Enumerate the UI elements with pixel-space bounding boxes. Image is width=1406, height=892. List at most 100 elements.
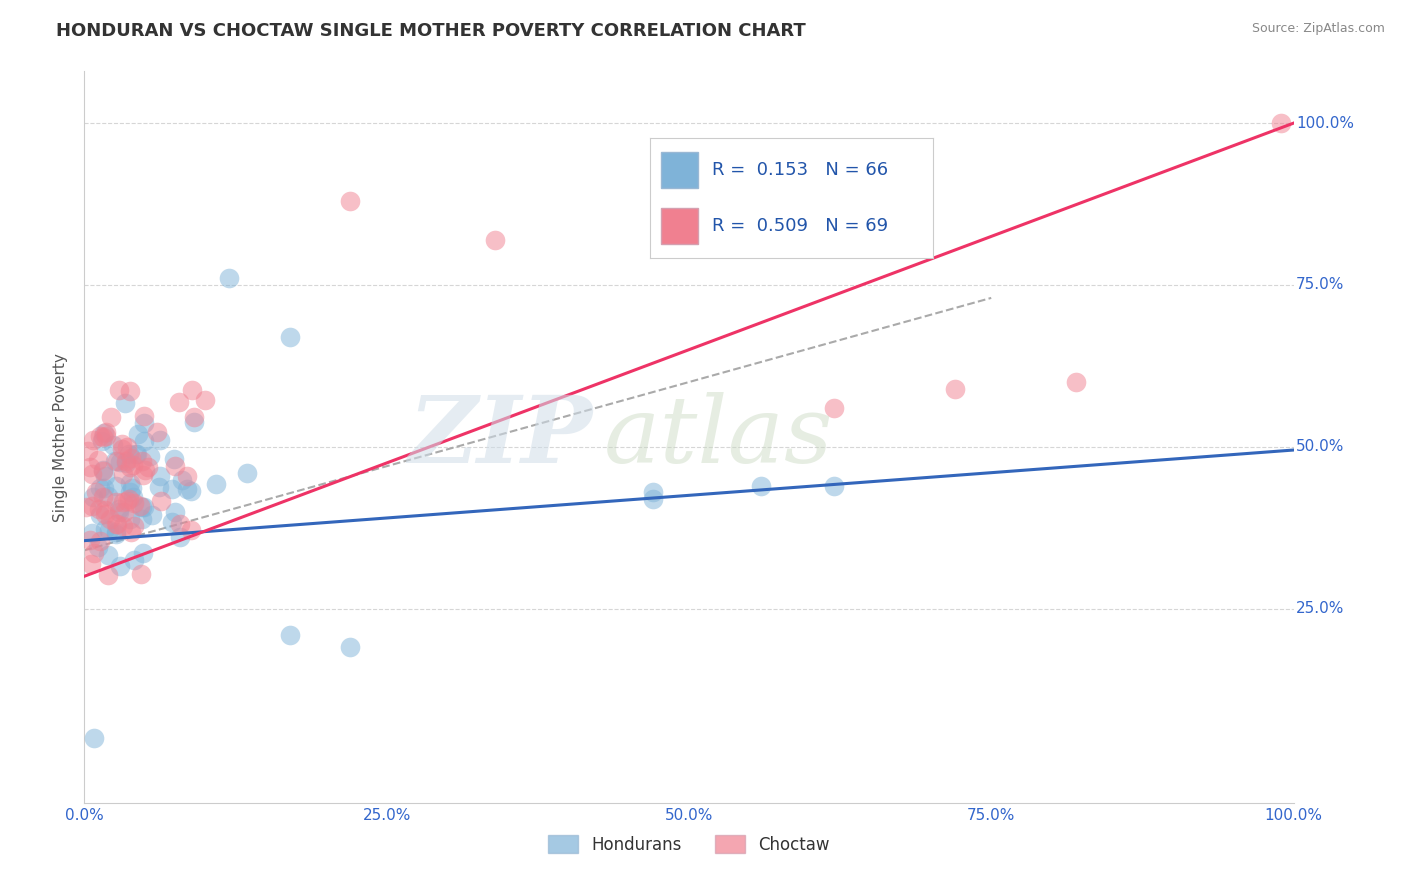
Point bbox=[82, 434, 104, 448]
Point bbox=[136, 459, 159, 474]
Point bbox=[127, 447, 149, 461]
Point bbox=[134, 434, 156, 449]
Point bbox=[172, 473, 194, 487]
Point bbox=[98, 523, 121, 537]
Point bbox=[84, 484, 107, 499]
Point bbox=[183, 409, 205, 424]
Point bbox=[146, 425, 169, 440]
Point bbox=[127, 427, 149, 442]
Point bbox=[134, 500, 156, 515]
Point bbox=[132, 468, 155, 483]
Point bbox=[149, 433, 172, 447]
Point bbox=[339, 640, 361, 655]
Point bbox=[131, 454, 153, 468]
Point bbox=[98, 512, 121, 526]
Point bbox=[105, 517, 128, 532]
Point bbox=[105, 517, 128, 532]
Point bbox=[121, 482, 143, 496]
Point bbox=[194, 393, 217, 408]
Point bbox=[82, 491, 104, 505]
Point bbox=[104, 479, 127, 493]
Point bbox=[114, 396, 136, 410]
Point bbox=[115, 440, 138, 454]
Point bbox=[125, 447, 148, 461]
Point bbox=[641, 485, 664, 500]
Point bbox=[97, 489, 120, 503]
Point bbox=[110, 442, 132, 456]
Point bbox=[104, 526, 127, 541]
Text: R =  0.153   N = 66: R = 0.153 N = 66 bbox=[711, 161, 889, 179]
Point bbox=[163, 505, 186, 519]
Point bbox=[169, 530, 191, 544]
Point bbox=[89, 534, 111, 549]
Point bbox=[93, 430, 115, 444]
Point bbox=[97, 568, 120, 582]
Point bbox=[100, 410, 122, 425]
Point bbox=[79, 533, 101, 547]
Point bbox=[83, 731, 105, 745]
Point bbox=[160, 516, 183, 530]
Point bbox=[205, 477, 228, 491]
Point bbox=[751, 478, 773, 492]
Point bbox=[93, 503, 115, 517]
Point bbox=[339, 194, 361, 208]
Point bbox=[122, 496, 145, 510]
Bar bbox=[661, 153, 697, 188]
Point bbox=[104, 454, 127, 468]
Point bbox=[93, 425, 115, 440]
Point bbox=[97, 548, 120, 562]
Point bbox=[93, 464, 115, 478]
Bar bbox=[661, 208, 697, 244]
Point bbox=[823, 478, 845, 492]
Point bbox=[823, 401, 845, 415]
Point bbox=[121, 458, 143, 472]
Point bbox=[148, 480, 170, 494]
Text: 75.0%: 75.0% bbox=[1296, 277, 1344, 293]
Point bbox=[115, 454, 138, 468]
Point bbox=[176, 483, 198, 497]
Point bbox=[91, 434, 114, 449]
Point bbox=[105, 453, 128, 467]
Point bbox=[107, 505, 129, 519]
Point bbox=[149, 494, 172, 508]
Point bbox=[122, 490, 145, 504]
Point bbox=[79, 460, 101, 475]
Text: 25.0%: 25.0% bbox=[1296, 601, 1344, 616]
Point bbox=[183, 416, 205, 430]
Point bbox=[122, 519, 145, 533]
Text: atlas: atlas bbox=[605, 392, 834, 482]
Point bbox=[120, 459, 142, 474]
Point bbox=[93, 481, 115, 495]
Legend: Hondurans, Choctaw: Hondurans, Choctaw bbox=[541, 829, 837, 860]
Point bbox=[218, 271, 240, 285]
Point bbox=[80, 499, 103, 513]
Point bbox=[180, 483, 202, 498]
Text: 100.0%: 100.0% bbox=[1296, 116, 1354, 130]
Point bbox=[484, 233, 506, 247]
Text: R =  0.509   N = 69: R = 0.509 N = 69 bbox=[711, 217, 889, 235]
Point bbox=[176, 468, 198, 483]
Point bbox=[118, 447, 141, 461]
Point bbox=[139, 449, 162, 463]
Point bbox=[117, 494, 139, 508]
Point bbox=[108, 558, 131, 573]
Point bbox=[943, 382, 966, 396]
Point bbox=[91, 490, 114, 504]
Point bbox=[120, 476, 142, 491]
Point bbox=[131, 512, 153, 526]
Point bbox=[80, 525, 103, 540]
Point bbox=[107, 383, 129, 397]
Point bbox=[167, 394, 190, 409]
Point bbox=[87, 452, 110, 467]
Point bbox=[111, 467, 134, 482]
Point bbox=[122, 553, 145, 567]
Point bbox=[96, 429, 118, 443]
Point bbox=[89, 502, 111, 516]
Point bbox=[129, 566, 152, 581]
Point bbox=[132, 409, 155, 423]
Point bbox=[76, 444, 98, 458]
Point bbox=[108, 455, 131, 469]
Point bbox=[149, 469, 172, 483]
Point bbox=[94, 425, 117, 440]
Point bbox=[160, 482, 183, 496]
